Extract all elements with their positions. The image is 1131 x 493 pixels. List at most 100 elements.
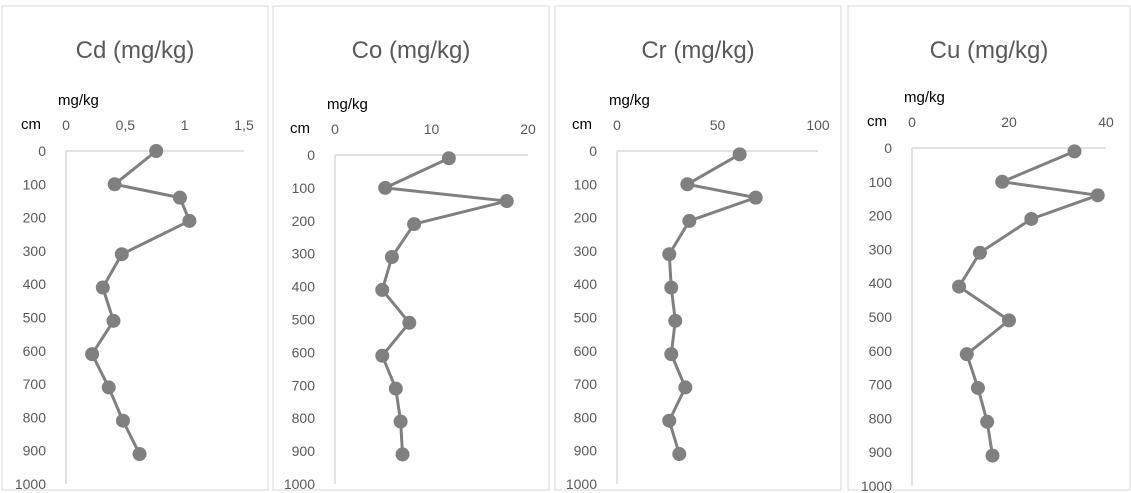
data-point [748,190,763,205]
chart-panel: Co (mg/kg) mg/kg 0 10 20 cm 0 100 200 300 400 500 60… [272,5,550,492]
y-tick-label: 500 [292,312,316,328]
data-point [402,315,417,330]
y-tick-label: 300 [869,241,893,257]
y-tick-label: 400 [574,276,598,292]
data-point [441,151,456,166]
data-point [149,144,164,158]
y-tick-label: 300 [574,243,598,259]
data-point [672,447,687,462]
chart-panel: Cd (mg/kg) mg/kg 0 0,5 1 1,5 cm 0 100 200 300 400 50… [1,5,269,492]
y-axis-label: cm [867,113,887,130]
x-tick-label: 50 [710,117,726,133]
data-point [662,413,677,428]
chart-title: Co (mg/kg) [352,37,471,64]
x-tick-label: 0 [613,117,621,133]
y-tick-label: 400 [869,275,893,291]
x-tick-label: 10 [424,121,440,137]
y-tick-label: 1000 [861,478,892,493]
data-point [970,380,985,395]
data-point [952,279,967,294]
y-axis-label: cm [572,116,592,133]
y-tick-label: 700 [23,376,47,392]
data-point [972,245,987,260]
data-point [1024,211,1039,226]
y-tick-label: 200 [292,213,316,229]
data-point [668,313,683,328]
y-tick-label: 700 [574,376,598,392]
x-tick-label: 0 [331,121,339,137]
y-tick-label: 600 [292,344,316,360]
data-point [980,414,995,429]
data-point [85,347,100,362]
data-point [407,217,422,232]
x-tick-label: 0 [908,114,916,130]
data-point [664,280,679,295]
x-tick-label: 20 [520,121,536,137]
x-tick-label: 40 [1098,114,1114,130]
data-point [393,414,408,429]
y-tick-label: 100 [23,176,47,192]
data-point [680,177,695,192]
y-tick-label: 700 [292,377,316,393]
data-point [172,190,187,205]
data-point [95,280,110,295]
chart-title: Cu (mg/kg) [930,37,1049,64]
y-tick-label: 800 [869,410,893,426]
data-point [107,177,122,192]
chart-title: Cr (mg/kg) [641,37,754,64]
y-tick-label: 900 [292,443,316,459]
panel-border [554,5,842,491]
y-tick-label: 400 [23,276,47,292]
chart-panel: Cu (mg/kg) mg/kg 0 20 40 cm 0 100 200 300 400 500 60… [847,5,1131,493]
y-tick-label: 800 [23,409,47,425]
panel-border [272,5,550,491]
data-point [959,347,974,362]
y-tick-label: 900 [23,443,47,459]
data-point [106,313,121,328]
x-axis-label: mg/kg [58,92,99,109]
y-tick-label: 0 [38,143,46,159]
y-tick-label: 500 [23,310,47,326]
y-tick-label: 500 [574,310,598,326]
data-point [664,347,679,362]
data-point [732,147,747,162]
data-point [115,413,130,428]
x-axis-label: mg/kg [609,92,650,109]
x-tick-label: 100 [806,117,830,133]
y-tick-label: 600 [23,343,47,359]
data-point [182,213,197,228]
x-axis-label: mg/kg [327,96,368,113]
y-tick-label: 900 [869,444,893,460]
y-tick-label: 600 [574,343,598,359]
y-tick-label: 100 [292,180,316,196]
y-tick-label: 100 [574,176,598,192]
data-point [384,249,399,264]
y-tick-label: 900 [574,443,598,459]
chart-title: Cd (mg/kg) [76,37,195,64]
y-tick-label: 800 [574,409,598,425]
y-tick-label: 700 [869,377,893,393]
data-point [132,447,147,462]
y-tick-label: 600 [869,343,893,359]
y-tick-label: 200 [23,210,47,226]
data-point [1067,144,1082,159]
y-tick-label: 1000 [284,476,315,492]
data-point [375,282,390,297]
data-point [114,247,129,262]
y-tick-label: 0 [589,143,597,159]
y-tick-label: 200 [869,208,893,224]
data-point [985,448,1000,463]
chart-panel: Cr (mg/kg) mg/kg 0 50 100 cm 0 100 200 300 400 500 6… [554,5,842,492]
data-point [499,194,514,209]
x-tick-label: 0 [62,117,70,133]
y-tick-label: 0 [884,140,892,156]
x-axis-label: mg/kg [904,89,945,106]
data-point [678,380,693,395]
data-point [395,447,410,462]
data-point [388,381,403,396]
y-axis-label: cm [290,120,310,137]
y-tick-label: 300 [292,246,316,262]
y-tick-label: 800 [292,410,316,426]
x-tick-label: 0,5 [116,117,136,133]
